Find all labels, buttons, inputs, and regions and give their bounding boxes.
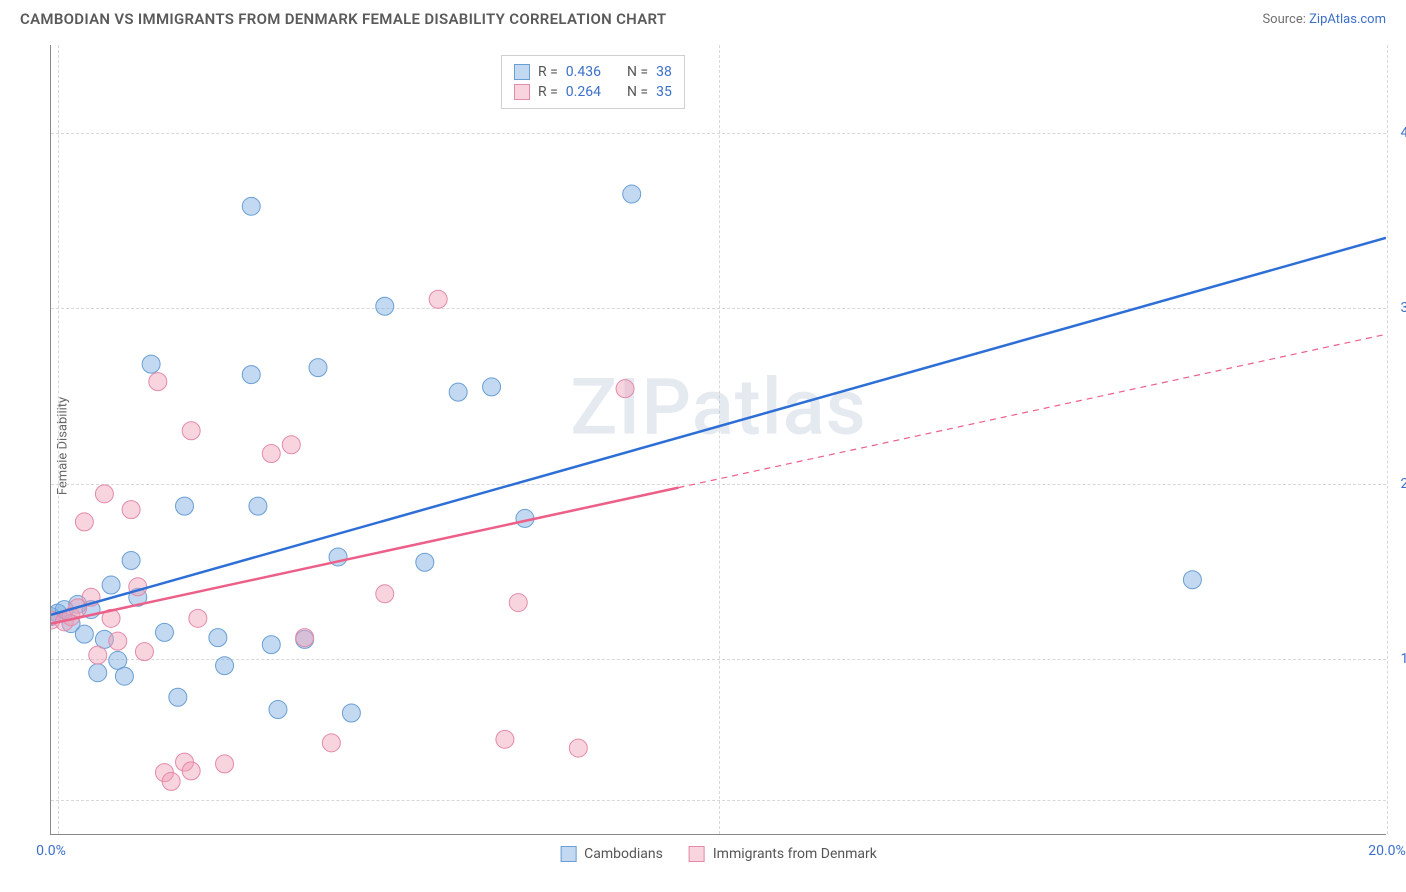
legend-series-name: Immigrants from Denmark <box>713 846 877 862</box>
legend-r-value: 0.264 <box>566 84 601 100</box>
data-point <box>509 594 527 612</box>
data-point <box>496 730 514 748</box>
data-point <box>122 501 140 519</box>
legend-series-name: Cambodians <box>584 846 663 862</box>
source-label: Source: <box>1262 12 1305 27</box>
data-point <box>416 553 434 571</box>
data-point <box>242 197 260 215</box>
correlation-legend: R = 0.436 N = 38 R = 0.264 N = 35 <box>501 55 685 109</box>
legend-r-label: R = <box>538 84 558 100</box>
scatter-plot-svg <box>51 45 1386 834</box>
data-point <box>296 629 314 647</box>
data-point <box>162 772 180 790</box>
data-point <box>309 359 327 377</box>
data-point <box>342 704 360 722</box>
legend-r-value: 0.436 <box>566 64 601 80</box>
legend-n-value: 38 <box>656 64 672 80</box>
data-point <box>216 755 234 773</box>
data-point <box>262 445 280 463</box>
source-attribution: Source: ZipAtlas.com <box>1262 12 1386 27</box>
data-point <box>149 373 167 391</box>
trend-line-solid <box>51 488 678 624</box>
data-point <box>1183 571 1201 589</box>
data-point <box>75 625 93 643</box>
data-point <box>569 739 587 757</box>
legend-item: Immigrants from Denmark <box>689 846 877 862</box>
data-point <box>242 366 260 384</box>
chart-title: CAMBODIAN VS IMMIGRANTS FROM DENMARK FEM… <box>20 10 666 28</box>
y-tick-label: 20.0% <box>1400 476 1406 492</box>
data-point <box>262 636 280 654</box>
legend-swatch-icon <box>560 846 576 862</box>
data-point <box>122 551 140 569</box>
legend-item: Cambodians <box>560 846 663 862</box>
trend-line <box>51 238 1386 615</box>
legend-swatch-icon <box>514 64 530 80</box>
data-point <box>182 762 200 780</box>
data-point <box>155 623 173 641</box>
data-point <box>282 436 300 454</box>
data-point <box>135 643 153 661</box>
legend-row: R = 0.436 N = 38 <box>514 62 672 82</box>
data-point <box>483 378 501 396</box>
data-point <box>109 651 127 669</box>
data-point <box>102 576 120 594</box>
data-point <box>115 667 133 685</box>
legend-n-value: 35 <box>656 84 672 100</box>
data-point <box>169 688 187 706</box>
x-tick-label: 0.0% <box>36 843 66 859</box>
x-tick-label: 20.0% <box>1368 843 1406 859</box>
data-point <box>216 657 234 675</box>
data-point <box>89 664 107 682</box>
legend-n-label: N = <box>627 64 648 80</box>
legend-swatch-icon <box>514 84 530 100</box>
data-point <box>95 485 113 503</box>
legend-row: R = 0.264 N = 35 <box>514 82 672 102</box>
legend-swatch-icon <box>689 846 705 862</box>
data-point <box>249 497 267 515</box>
data-point <box>182 422 200 440</box>
source-link[interactable]: ZipAtlas.com <box>1309 12 1386 27</box>
data-point <box>376 297 394 315</box>
data-point <box>75 513 93 531</box>
data-point <box>429 290 447 308</box>
data-point <box>189 609 207 627</box>
data-point <box>616 380 634 398</box>
trend-line-dashed <box>678 334 1386 487</box>
y-tick-label: 10.0% <box>1400 651 1406 667</box>
chart-plot-area: ZIPatlas 10.0%20.0%30.0%40.0%0.0%20.0% R… <box>50 45 1386 835</box>
data-point <box>376 585 394 603</box>
data-point <box>109 632 127 650</box>
y-tick-label: 40.0% <box>1400 125 1406 141</box>
data-point <box>269 701 287 719</box>
series-legend: Cambodians Immigrants from Denmark <box>560 846 877 862</box>
data-point <box>623 185 641 203</box>
data-point <box>209 629 227 647</box>
data-point <box>322 734 340 752</box>
data-point <box>176 497 194 515</box>
gridline-vertical <box>1387 45 1388 834</box>
legend-r-label: R = <box>538 64 558 80</box>
y-tick-label: 30.0% <box>1400 300 1406 316</box>
data-point <box>89 646 107 664</box>
data-point <box>449 383 467 401</box>
data-point <box>142 355 160 373</box>
legend-n-label: N = <box>627 84 648 100</box>
